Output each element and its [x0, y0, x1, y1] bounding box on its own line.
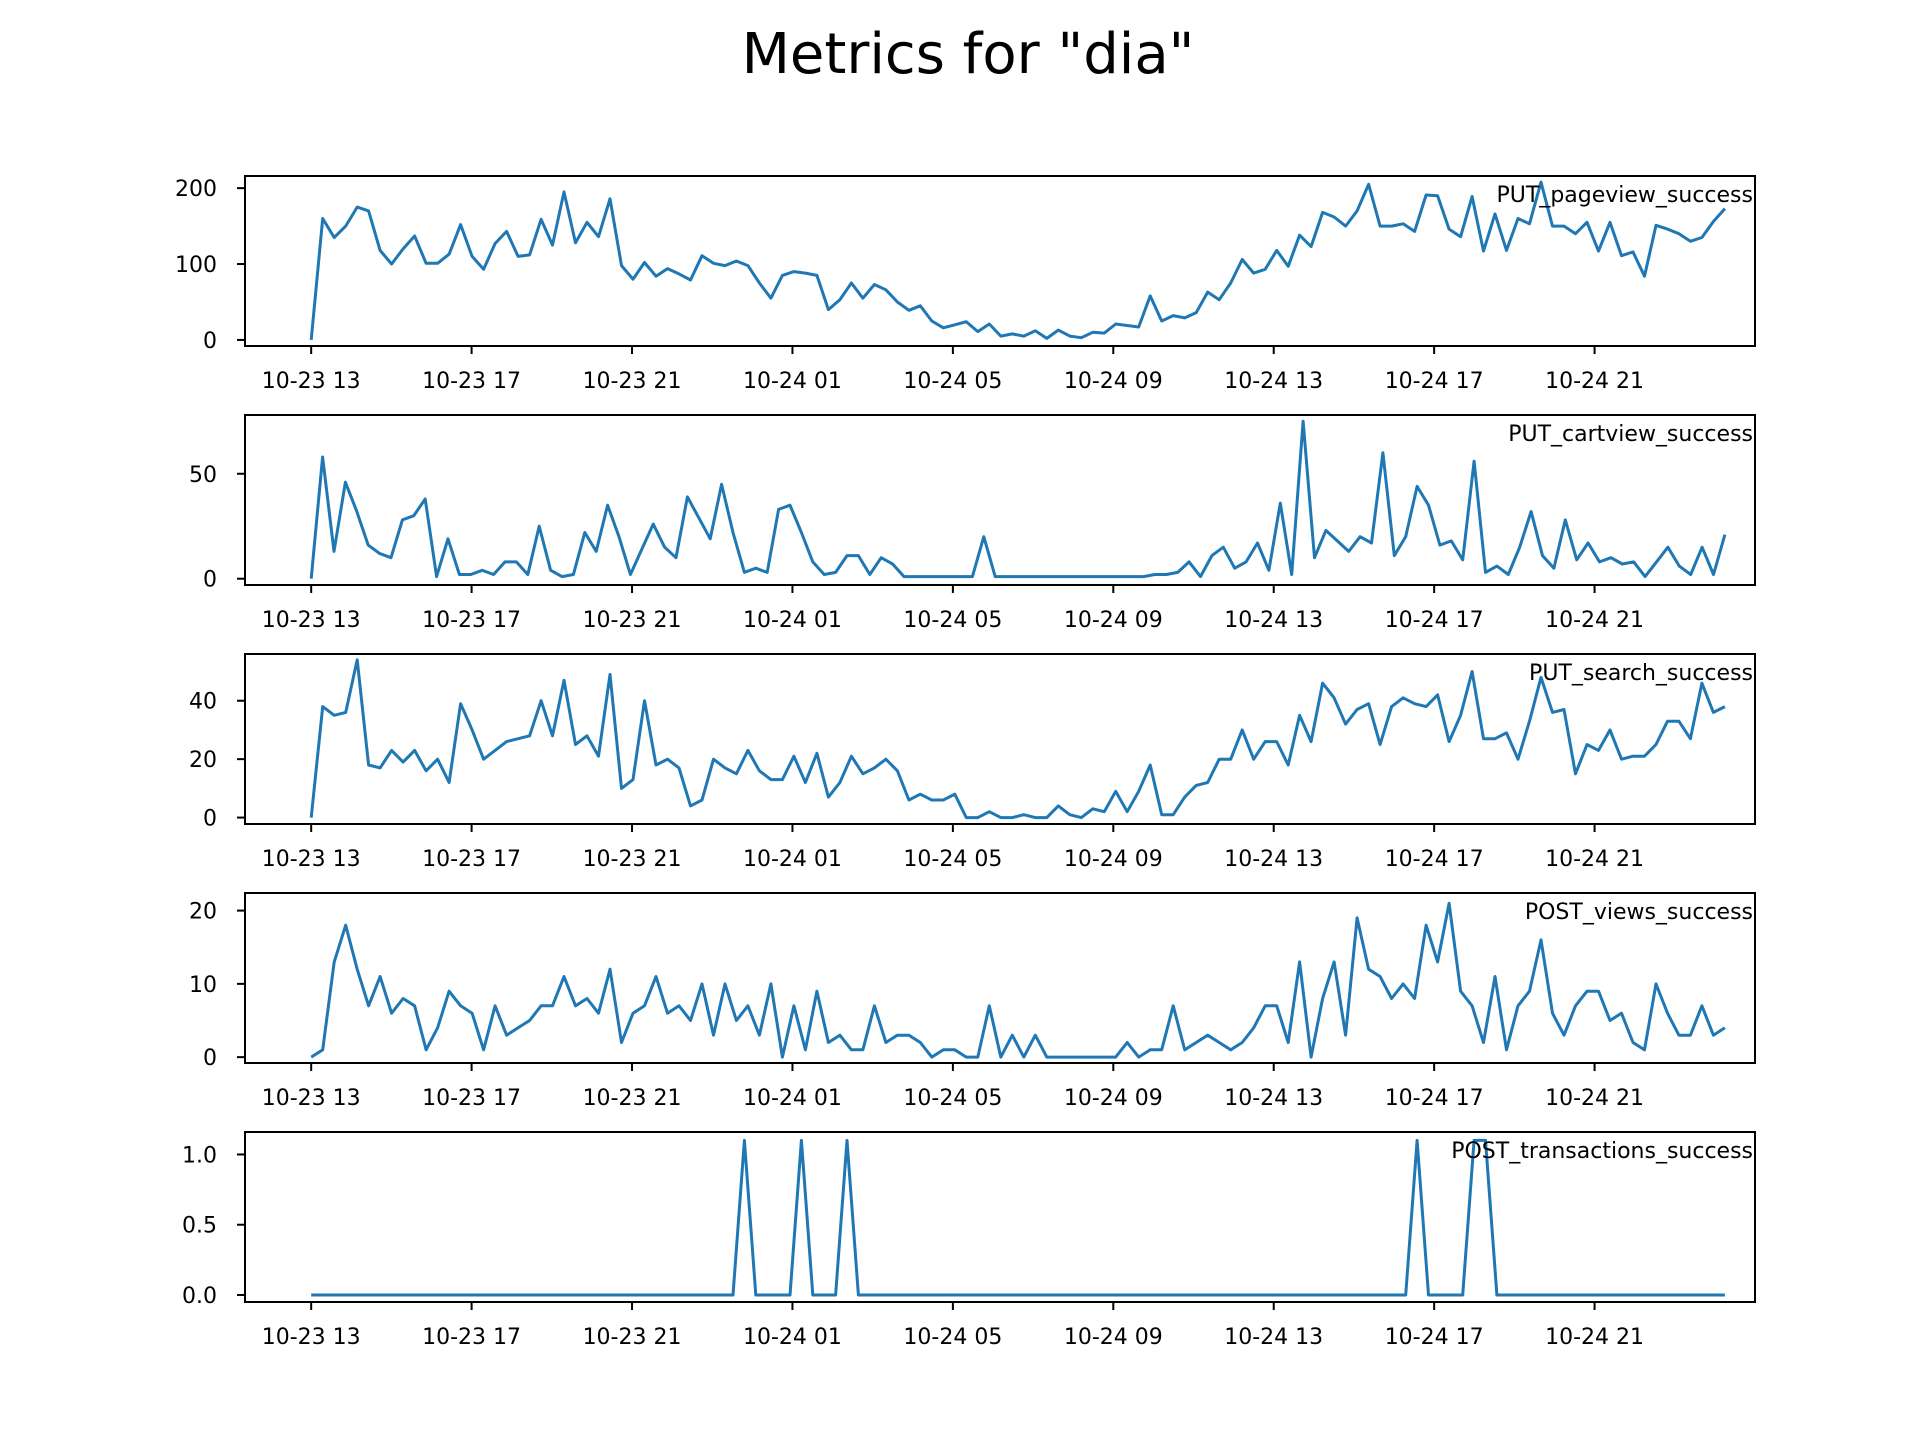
x-tick-label: 10-24 21 [1545, 369, 1644, 394]
x-tick-label: 10-24 01 [743, 847, 842, 872]
x-tick-label: 10-23 13 [262, 608, 361, 633]
x-tick-label: 10-24 01 [743, 369, 842, 394]
y-tick-label: 1.0 [182, 1143, 217, 1168]
series-label: PUT_search_success [1529, 661, 1753, 686]
x-tick-label: 10-24 05 [903, 369, 1002, 394]
subplot-put-cartview-success: 10-23 13 10-23 17 10-23 21 10-24 01 10-24 05… [189, 414, 1756, 633]
x-tick-label: 10-24 05 [903, 608, 1002, 633]
subplot-put-search-success: 10-23 13 10-23 17 10-23 21 10-24 01 10-24 05… [189, 653, 1756, 872]
x-tick-label: 10-23 13 [262, 369, 361, 394]
x-tick-label: 10-24 13 [1224, 369, 1323, 394]
x-tick-label: 10-23 17 [422, 1086, 521, 1111]
x-tick-label: 10-23 17 [422, 1325, 521, 1350]
x-tick-label: 10-24 17 [1385, 847, 1484, 872]
y-tick-label: 0.5 [182, 1214, 217, 1239]
y-tick-label: 50 [189, 463, 217, 488]
x-tick-label: 10-23 21 [583, 1086, 682, 1111]
x-tick-label: 10-24 01 [743, 608, 842, 633]
x-tick-label: 10-23 21 [583, 369, 682, 394]
x-tick-label: 10-24 21 [1545, 1325, 1644, 1350]
axes-frame [244, 414, 1756, 586]
x-tick-label: 10-24 13 [1224, 1086, 1323, 1111]
x-tick-label: 10-23 17 [422, 608, 521, 633]
x-tick-label: 10-23 21 [583, 608, 682, 633]
y-tick-label: 100 [175, 253, 217, 278]
x-tick-label: 10-24 05 [903, 1086, 1002, 1111]
x-tick-label: 10-23 21 [583, 847, 682, 872]
x-tick-label: 10-23 13 [262, 847, 361, 872]
x-tick-label: 10-24 13 [1224, 608, 1323, 633]
x-tick-label: 10-24 17 [1385, 1325, 1484, 1350]
x-tick-label: 10-24 13 [1224, 1325, 1323, 1350]
x-tick-label: 10-24 21 [1545, 847, 1644, 872]
series-line [309, 180, 1727, 341]
x-tick-label: 10-24 09 [1064, 847, 1163, 872]
x-tick-label: 10-23 17 [422, 369, 521, 394]
axes-frame [244, 892, 1756, 1064]
series-label: PUT_pageview_success [1497, 183, 1753, 208]
axes-frame [244, 653, 1756, 825]
subplot-stack: 10-23 13 10-23 17 10-23 21 10-24 01 10-24 05… [175, 175, 1756, 1350]
x-tick-label: 10-24 05 [903, 1325, 1002, 1350]
x-tick-label: 10-24 05 [903, 847, 1002, 872]
x-tick-label: 10-23 17 [422, 847, 521, 872]
x-tick-label: 10-24 21 [1545, 608, 1644, 633]
series-label: POST_transactions_success [1451, 1139, 1753, 1164]
series-line [309, 658, 1726, 820]
y-tick-label: 40 [189, 690, 217, 715]
x-tick-label: 10-24 17 [1385, 1086, 1484, 1111]
series-line [309, 419, 1727, 579]
subplot-post-views-success: 10-23 13 10-23 17 10-23 21 10-24 01 10-24 05… [189, 892, 1756, 1111]
x-tick-label: 10-24 13 [1224, 847, 1323, 872]
series-label: POST_views_success [1525, 900, 1753, 925]
x-tick-label: 10-24 09 [1064, 369, 1163, 394]
y-tick-label: 0.0 [182, 1284, 217, 1309]
axes-frame [244, 1131, 1756, 1303]
y-tick-label: 0 [203, 568, 217, 593]
x-tick-label: 10-24 01 [743, 1325, 842, 1350]
figure-title: Metrics for "dia" [742, 22, 1195, 87]
series-line [310, 901, 1726, 1059]
series-line [311, 1138, 1725, 1297]
x-tick-label: 10-24 09 [1064, 608, 1163, 633]
y-tick-label: 10 [189, 973, 217, 998]
series-label: PUT_cartview_success [1508, 422, 1753, 447]
x-tick-label: 10-24 09 [1064, 1086, 1163, 1111]
x-tick-label: 10-23 13 [262, 1325, 361, 1350]
subplot-put-pageview-success: 10-23 13 10-23 17 10-23 21 10-24 01 10-24 05… [175, 175, 1756, 394]
x-tick-label: 10-24 09 [1064, 1325, 1163, 1350]
y-tick-label: 0 [203, 1046, 217, 1071]
subplot-post-transactions-success: 10-23 13 10-23 17 10-23 21 10-24 01 10-24 05… [182, 1131, 1756, 1350]
axes-frame [244, 175, 1756, 347]
y-tick-label: 0 [203, 329, 217, 354]
x-tick-label: 10-23 13 [262, 1086, 361, 1111]
y-tick-label: 20 [189, 748, 217, 773]
x-tick-label: 10-24 01 [743, 1086, 842, 1111]
y-tick-label: 20 [189, 900, 217, 925]
x-tick-label: 10-23 21 [583, 1325, 682, 1350]
x-tick-label: 10-24 17 [1385, 608, 1484, 633]
x-tick-label: 10-24 21 [1545, 1086, 1644, 1111]
y-tick-label: 0 [203, 807, 217, 832]
y-tick-label: 200 [175, 177, 217, 202]
x-tick-label: 10-24 17 [1385, 369, 1484, 394]
